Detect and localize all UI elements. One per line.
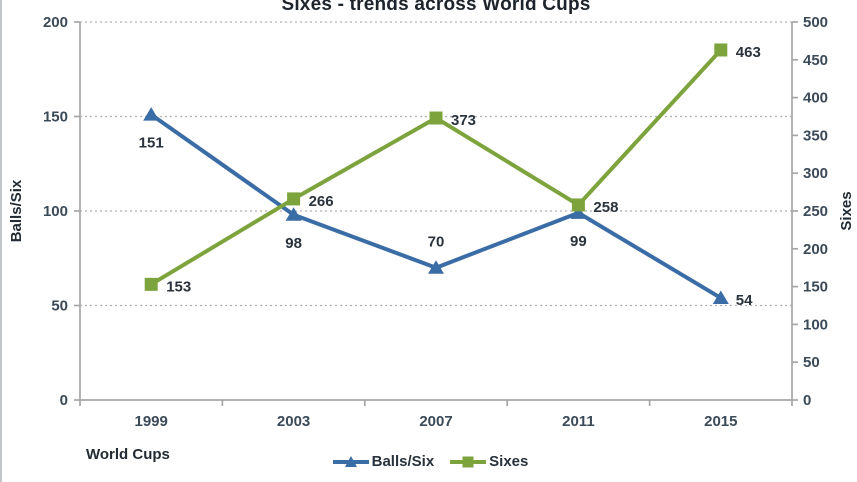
legend-label: Sixes — [489, 453, 529, 470]
data-marker-square — [287, 192, 301, 206]
left-tick-label: 200 — [43, 14, 68, 31]
right-axis-title: Sixes — [838, 191, 855, 231]
right-tick-label: 200 — [803, 241, 828, 258]
data-marker-square — [571, 198, 585, 212]
legend: Balls/Six Sixes — [2, 453, 857, 470]
right-tick-label: 250 — [803, 203, 828, 220]
data-label: 266 — [309, 193, 334, 210]
data-marker-triangle — [285, 207, 302, 221]
right-tick-label: 350 — [803, 127, 828, 144]
right-tick-label: 400 — [803, 90, 828, 107]
legend-item-balls-six: Balls/Six — [332, 453, 435, 470]
data-label: 151 — [139, 135, 164, 152]
right-tick-label: 300 — [803, 165, 828, 182]
left-tick-label: 0 — [60, 392, 68, 409]
x-tick-label: 2015 — [704, 413, 737, 430]
data-label: 153 — [166, 278, 191, 295]
x-tick-label: 2007 — [419, 413, 452, 430]
data-marker-square — [144, 277, 158, 291]
data-marker-triangle — [712, 290, 729, 304]
left-axis-title: Balls/Six — [8, 179, 25, 243]
data-label: 99 — [570, 233, 587, 250]
data-label: 70 — [428, 234, 445, 251]
x-axis-title: World Cups — [86, 446, 170, 463]
right-tick-label: 100 — [803, 316, 828, 333]
data-marker-square — [429, 111, 443, 125]
right-tick-label: 0 — [803, 392, 811, 409]
data-marker-triangle — [570, 205, 587, 219]
left-tick-label: 50 — [51, 298, 68, 315]
data-label: 463 — [736, 44, 761, 61]
legend-item-sixes: Sixes — [450, 453, 528, 470]
data-marker-square — [714, 43, 728, 57]
x-tick-label: 2011 — [562, 413, 595, 430]
x-tick-label: 2003 — [277, 413, 310, 430]
legend-line-square-icon — [450, 456, 487, 467]
right-tick-label: 450 — [803, 52, 828, 69]
data-label: 258 — [593, 199, 618, 216]
data-marker-triangle — [428, 260, 444, 274]
x-tick-label: 1999 — [135, 413, 168, 430]
left-tick-label: 100 — [43, 203, 68, 220]
data-label: 98 — [285, 235, 302, 252]
right-tick-label: 150 — [803, 279, 828, 296]
data-label: 373 — [451, 112, 476, 129]
legend-label: Balls/Six — [371, 453, 435, 470]
data-label: 54 — [736, 292, 753, 309]
left-tick-label: 150 — [43, 109, 68, 126]
right-tick-label: 50 — [803, 354, 820, 371]
right-tick-label: 500 — [803, 14, 828, 31]
legend-line-triangle-icon — [332, 455, 369, 467]
data-marker-triangle — [143, 107, 160, 121]
chart-title: Sixes - trends across World Cups — [281, 0, 591, 15]
